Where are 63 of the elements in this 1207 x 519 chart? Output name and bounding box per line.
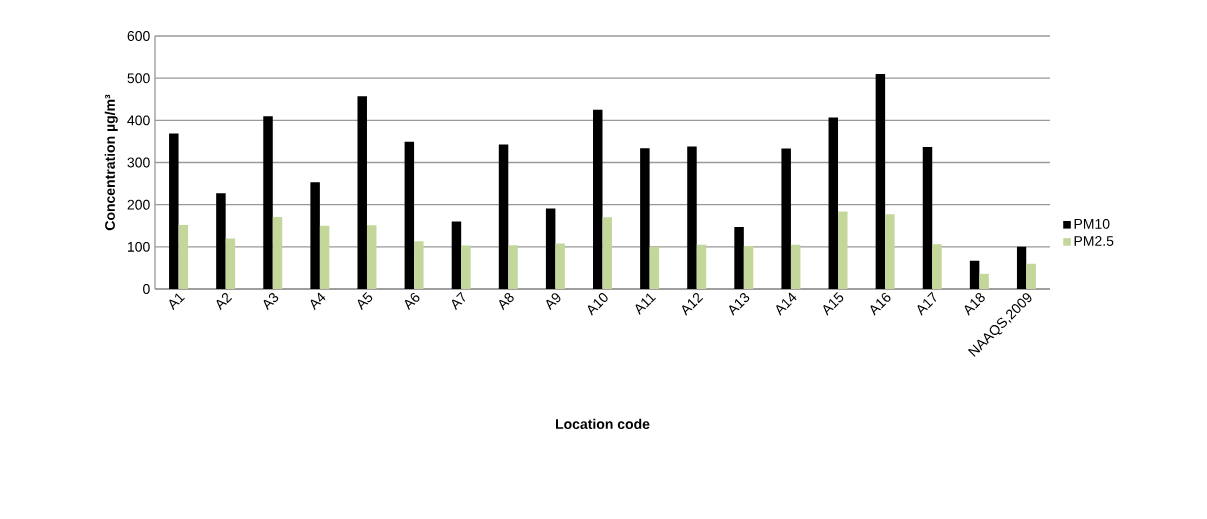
bar	[602, 217, 612, 289]
x-tick-label: A7	[451, 291, 466, 311]
y-tick-label: 500	[127, 73, 150, 84]
x-tick-label: A16	[870, 292, 891, 316]
bar	[225, 238, 236, 289]
y-axis-title: Concentration µg/m³	[104, 94, 118, 231]
bar	[734, 227, 744, 289]
y-tick-label: 200	[127, 199, 150, 210]
legend-label: PM2.5	[1074, 236, 1114, 246]
x-tick-label: A12	[682, 292, 704, 316]
x-tick-label: A1	[169, 293, 185, 311]
bar	[969, 260, 980, 289]
x-tick-label: A6	[404, 292, 420, 311]
bar	[1026, 263, 1036, 289]
bar	[272, 216, 283, 289]
y-tick-label: 600	[127, 31, 150, 41]
y-tick-label: 300	[127, 157, 150, 168]
x-axis-title: Location code	[556, 418, 650, 429]
bar	[687, 146, 697, 289]
bar	[263, 116, 273, 289]
x-tick-label: A5	[357, 292, 373, 311]
x-tick-label: A8	[499, 292, 514, 311]
bar	[979, 273, 989, 289]
x-tick-label: A4	[310, 292, 326, 311]
legend-label: PM10	[1074, 218, 1110, 229]
bar	[451, 221, 462, 289]
bar	[922, 146, 933, 289]
bar	[875, 73, 886, 289]
bar	[178, 224, 189, 289]
x-tick-label: A10	[587, 293, 608, 316]
bar	[696, 244, 707, 289]
bar	[828, 117, 839, 289]
y-tick-label: 0	[143, 284, 150, 294]
y-tick-label: 400	[127, 115, 150, 126]
x-tick-label: A3	[263, 292, 279, 311]
bar	[216, 193, 226, 289]
bar	[545, 208, 556, 289]
bar	[498, 144, 509, 289]
x-tick-label: A13	[729, 292, 750, 316]
bar	[649, 246, 660, 289]
bar	[593, 109, 603, 289]
y-tick-label: 100	[128, 241, 150, 252]
x-tick-label: A11	[635, 293, 656, 315]
bar	[838, 211, 848, 289]
bar	[640, 148, 650, 289]
x-tick-label: A2	[216, 292, 233, 311]
bar	[310, 182, 320, 289]
bar	[508, 245, 518, 289]
bar	[781, 148, 791, 289]
bar	[319, 225, 330, 289]
bar	[414, 241, 424, 289]
bar	[1016, 246, 1027, 289]
bar	[743, 245, 754, 289]
x-tick-label: A9	[546, 293, 561, 311]
bar	[885, 214, 895, 289]
bar	[932, 244, 942, 289]
bar	[790, 244, 801, 289]
bar	[461, 245, 471, 289]
bar	[366, 225, 377, 289]
bar	[169, 133, 179, 289]
bar	[555, 243, 565, 289]
bar	[404, 141, 415, 289]
bar	[357, 96, 367, 289]
